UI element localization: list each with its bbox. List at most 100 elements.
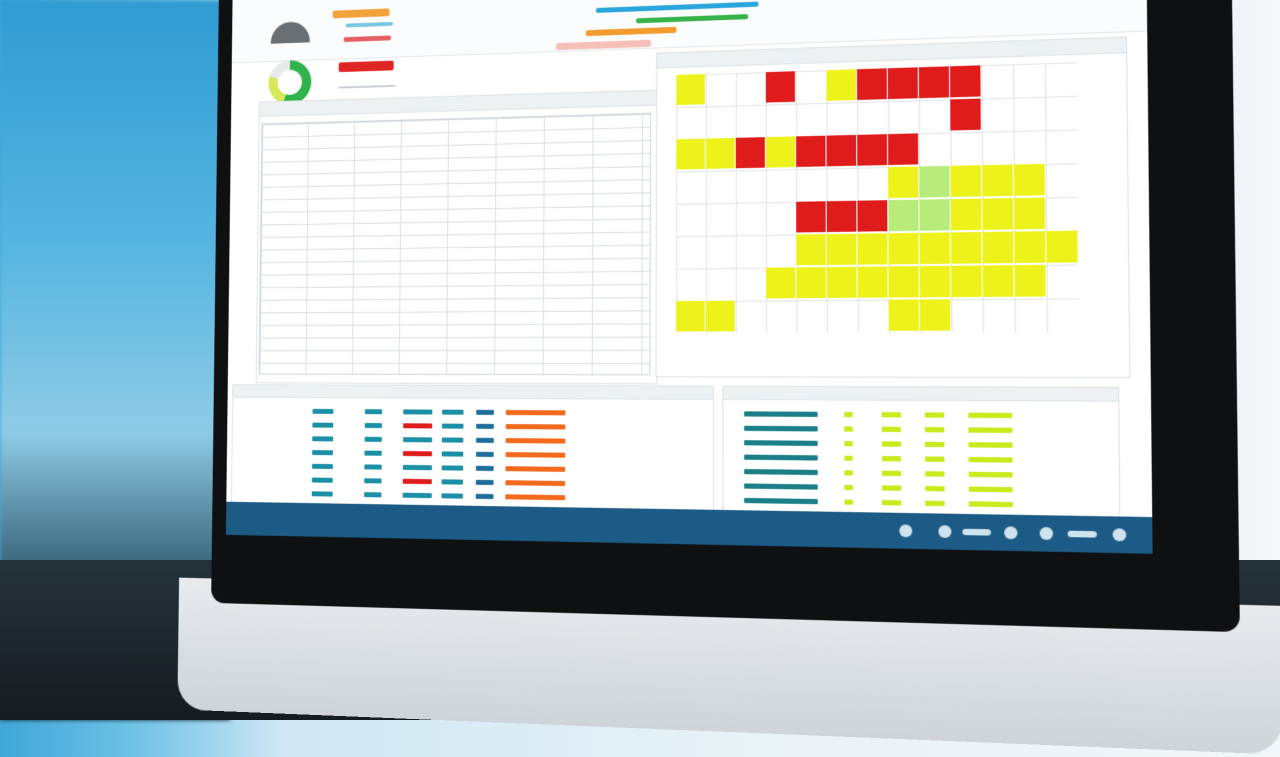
- right-list-bar: [969, 487, 1013, 493]
- heatmap-cell[interactable]: [676, 74, 705, 105]
- heatmap-cell[interactable]: [857, 68, 887, 100]
- heatmap-cell[interactable]: [920, 232, 950, 264]
- heatmap-cell[interactable]: [766, 71, 795, 102]
- heatmap-cell[interactable]: [736, 137, 765, 168]
- heatmap-cell[interactable]: [857, 134, 887, 166]
- right-list-bar: [882, 441, 901, 446]
- heatmap-cell[interactable]: [982, 232, 1013, 264]
- right-list-bar: [969, 472, 1013, 478]
- heatmap-cell[interactable]: [796, 136, 825, 167]
- right-list-bar: [882, 456, 901, 461]
- heatmap-cell[interactable]: [982, 165, 1013, 197]
- heatmap-cell[interactable]: [920, 299, 950, 330]
- heatmap-cell[interactable]: [827, 234, 857, 265]
- heatmap-cell[interactable]: [950, 99, 981, 131]
- heatmap-cell[interactable]: [857, 233, 887, 264]
- left-list-bar: [442, 465, 464, 470]
- heatmap-cell[interactable]: [766, 136, 795, 167]
- right-list-row[interactable]: [723, 438, 1118, 452]
- left-list-bar: [364, 451, 381, 456]
- right-list-bar: [925, 427, 945, 432]
- heatmap-cell[interactable]: [888, 200, 918, 232]
- heatmap-cell[interactable]: [706, 138, 735, 169]
- heatmap-cell[interactable]: [919, 199, 949, 231]
- heatmap-cell[interactable]: [951, 199, 982, 231]
- right-list-bar: [925, 501, 945, 507]
- left-list-bar: [312, 464, 333, 469]
- left-list-row[interactable]: [233, 407, 713, 420]
- left-list-bar: [313, 409, 334, 414]
- right-list-bar: [925, 412, 945, 417]
- left-list-row[interactable]: [233, 420, 713, 434]
- right-list-bar: [882, 485, 901, 491]
- heatmap-cell[interactable]: [982, 198, 1013, 230]
- taskbar-start-icon[interactable]: [899, 524, 912, 537]
- heatmap-cell[interactable]: [827, 135, 857, 166]
- taskbar-network-icon[interactable]: [1040, 527, 1053, 540]
- heatmap-cell[interactable]: [827, 267, 857, 298]
- left-list-row[interactable]: [232, 461, 713, 477]
- right-list-row[interactable]: [723, 409, 1118, 422]
- heatmap-cell[interactable]: [706, 301, 735, 332]
- heatmap-cell[interactable]: [920, 266, 950, 298]
- right-list-row[interactable]: [723, 481, 1119, 497]
- right-list-row[interactable]: [723, 424, 1118, 437]
- heatmap-cell[interactable]: [888, 233, 918, 265]
- heatmap-cell[interactable]: [766, 267, 795, 298]
- left-list-row[interactable]: [233, 434, 713, 448]
- heatmap-cell[interactable]: [1014, 231, 1045, 263]
- heatmap-chart: [676, 64, 1038, 338]
- left-list-row[interactable]: [232, 447, 713, 462]
- heatmap-cell[interactable]: [1014, 164, 1045, 196]
- right-list-row[interactable]: [723, 496, 1119, 513]
- heatmap-cell[interactable]: [796, 201, 826, 232]
- taskbar-app-icon[interactable]: [938, 525, 951, 538]
- heatmap-cell[interactable]: [857, 200, 887, 231]
- monitor: [28, 0, 1280, 757]
- left-list-bar: [403, 423, 432, 428]
- right-list-bar: [844, 412, 853, 417]
- left-list-bar: [476, 410, 494, 415]
- heatmap-cell[interactable]: [983, 265, 1014, 297]
- taskbar-settings-icon[interactable]: [1004, 526, 1017, 539]
- heatmap-cell[interactable]: [919, 166, 949, 198]
- right-list-bar: [882, 427, 901, 432]
- right-list-bar: [968, 442, 1012, 448]
- left-list-bar: [505, 466, 565, 472]
- heatmap-cell[interactable]: [827, 201, 857, 232]
- heatmap-cell[interactable]: [950, 65, 981, 97]
- heatmap-cell[interactable]: [888, 133, 918, 165]
- right-list-row[interactable]: [723, 452, 1118, 467]
- heatmap-cell[interactable]: [951, 265, 982, 297]
- heatmap-cell[interactable]: [951, 232, 982, 264]
- heatmap-cell[interactable]: [888, 166, 918, 198]
- heatmap-cell[interactable]: [796, 234, 826, 265]
- heatmap-cell[interactable]: [889, 266, 919, 297]
- heatmap-cell[interactable]: [1014, 197, 1045, 229]
- heatmap-cell[interactable]: [1015, 265, 1046, 297]
- heatmap-cell[interactable]: [826, 69, 856, 101]
- taskbar-notification-icon[interactable]: [1113, 528, 1127, 541]
- heatmap-cell[interactable]: [888, 67, 918, 99]
- right-list-bar: [925, 471, 945, 477]
- right-list-bar: [925, 442, 945, 447]
- left-list-bar: [403, 437, 432, 442]
- right-list-row[interactable]: [723, 467, 1119, 482]
- right-list-bar: [844, 441, 853, 446]
- taskbar-clock[interactable]: [1068, 531, 1097, 538]
- taskbar-app-bar[interactable]: [962, 529, 991, 536]
- heatmap-cell[interactable]: [951, 165, 982, 197]
- left-list-bar: [312, 491, 333, 496]
- header-red-label-bar: [344, 35, 391, 42]
- heatmap-cell[interactable]: [676, 301, 705, 332]
- heatmap-cell[interactable]: [919, 66, 949, 98]
- heatmap-cell[interactable]: [858, 266, 888, 297]
- heatmap-cell[interactable]: [676, 139, 705, 170]
- heatmap-cell[interactable]: [889, 299, 919, 330]
- left-list-bar: [403, 409, 432, 414]
- right-list-bar: [882, 500, 901, 506]
- left-list-bar: [312, 436, 333, 441]
- grid-table-panel: [256, 90, 658, 385]
- heatmap-cell[interactable]: [1046, 231, 1077, 263]
- heatmap-cell[interactable]: [796, 267, 826, 298]
